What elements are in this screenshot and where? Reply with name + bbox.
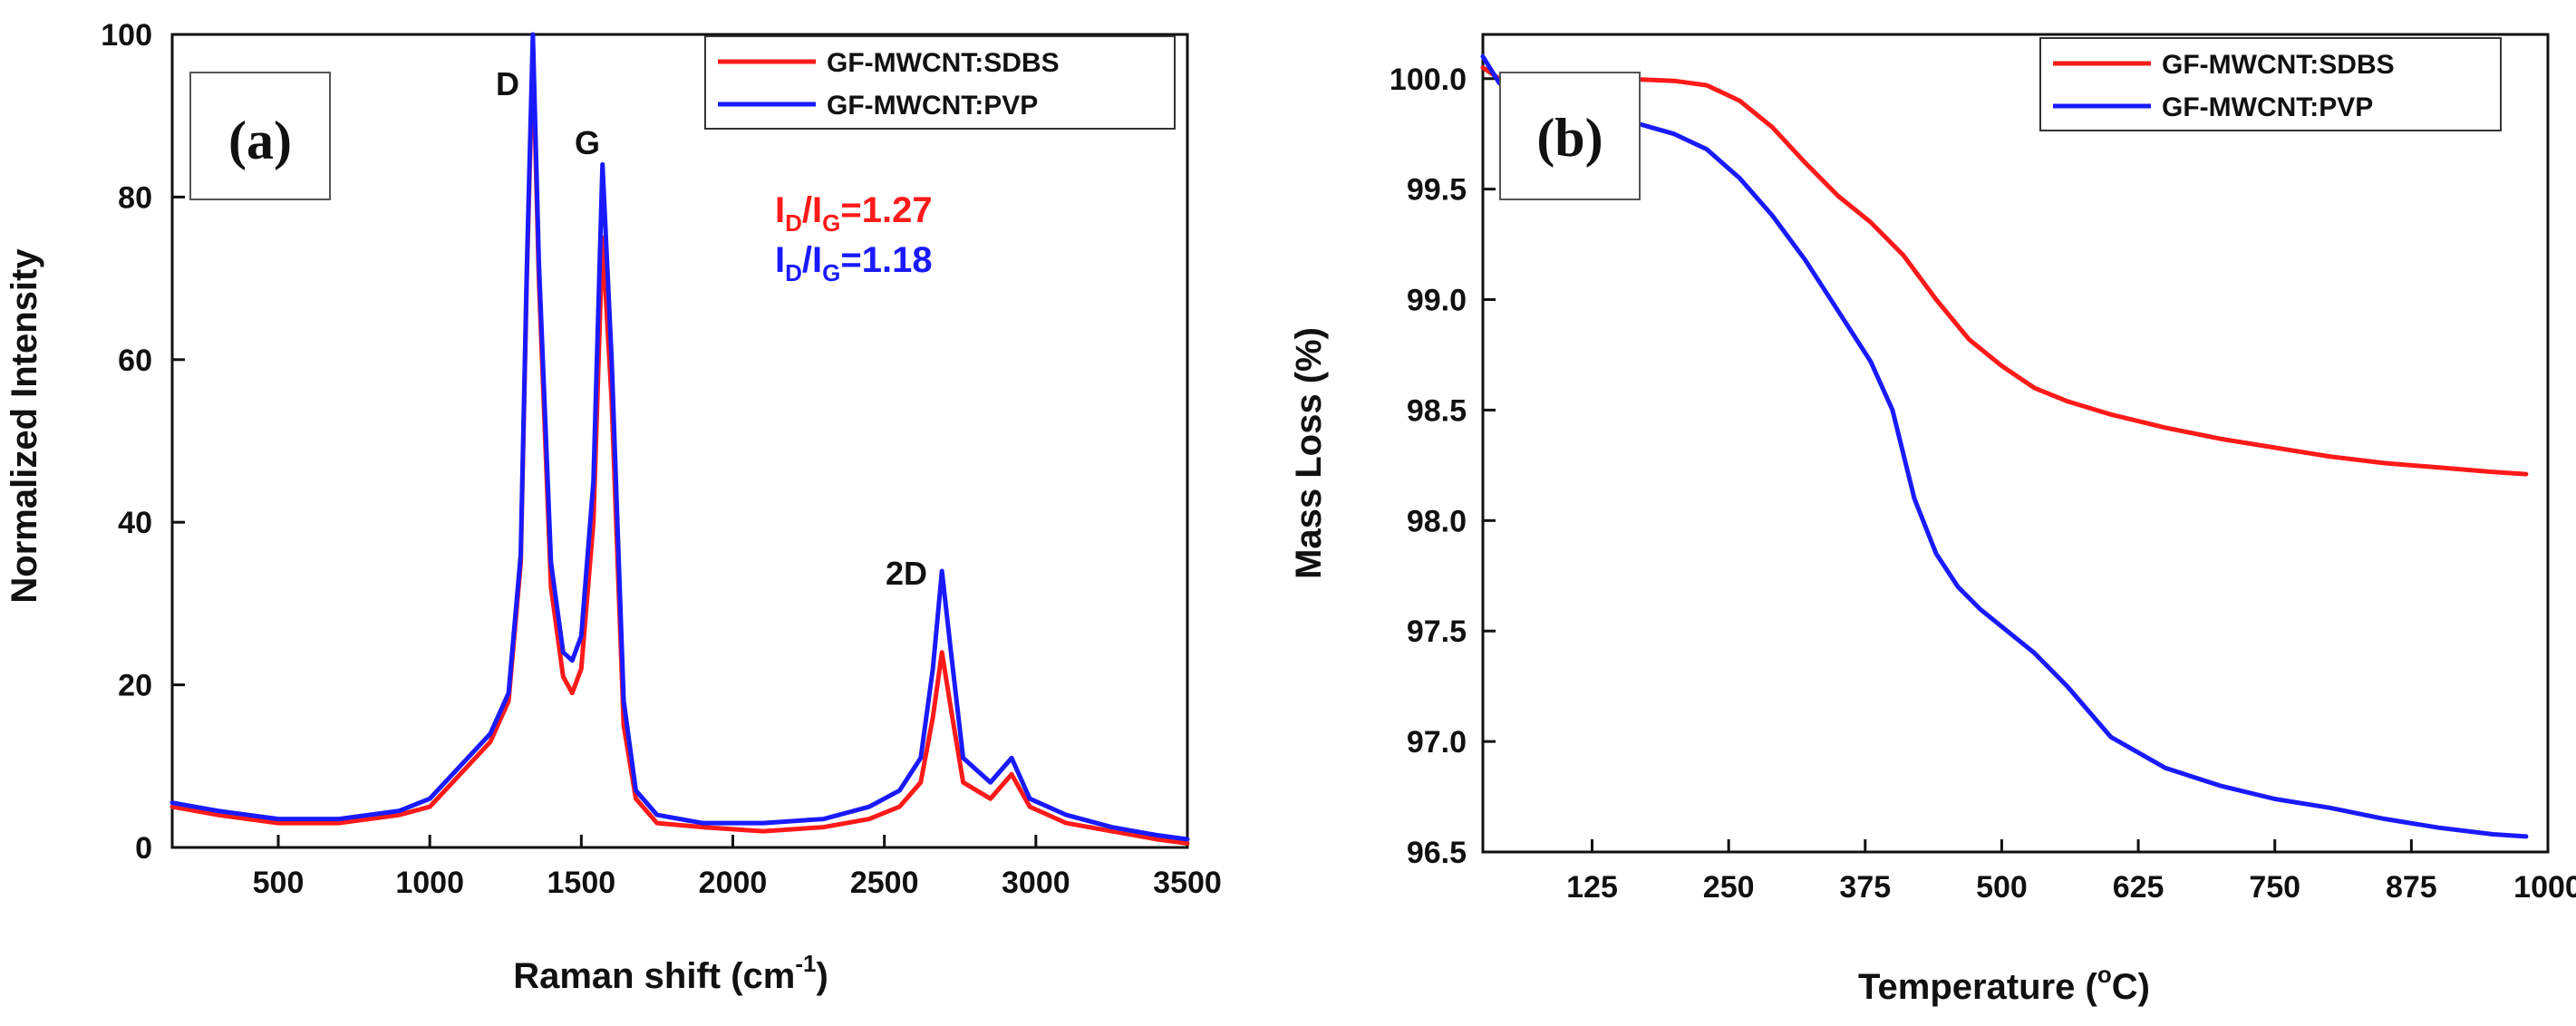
peak-label-d: D	[496, 65, 519, 102]
x-tick-label: 3000	[1002, 866, 1070, 900]
y-axis-title: Mass Loss (%)	[1289, 327, 1329, 579]
y-tick-label: 98.5	[1407, 393, 1467, 428]
ratio-sdbs-value: =1.27	[840, 190, 932, 230]
y-tick-label: 97.5	[1407, 615, 1467, 649]
ratio-sdbs-sub-d: D	[785, 209, 802, 237]
ratio-pvp-i: I	[775, 240, 785, 280]
y-tick-label: 97.0	[1407, 725, 1467, 760]
legend-label-pvp: GF-MWCNT:PVP	[827, 91, 1038, 121]
tga-chart-svg: 125 250 375 500 625 750 875 1000 96.5 97.0 97.5 98.…	[1289, 33, 2576, 1007]
plot-frame	[1481, 33, 2550, 854]
x-tick-label: 1000	[395, 866, 464, 900]
x-axis-title-sup: o	[2097, 961, 2112, 988]
legend-label-sdbs: GF-MWCNT:SDBS	[827, 48, 1060, 78]
x-axis-title-main: Temperature (	[1858, 967, 2097, 1007]
x-tick-label: 625	[2113, 870, 2164, 905]
x-tick-label: 875	[2386, 870, 2437, 905]
x-axis-title: Temperature (oC)	[1858, 961, 2150, 1007]
y-tick-label: 99.0	[1407, 284, 1467, 318]
y-tick-label: 100.0	[1390, 63, 1467, 97]
legend: GF-MWCNT:SDBS GF-MWCNT:PVP	[2039, 37, 2502, 131]
y-tick-label: 100	[101, 18, 152, 53]
raman-spectrum-chart: 500 1000 1500 2000 2500 3000 3500 0 20 40 60 80 100 …	[5, 18, 1222, 996]
ratio-sdbs-i2: I	[812, 190, 822, 230]
x-tick-label: 375	[1839, 870, 1891, 905]
y-tick-label: 40	[118, 506, 152, 540]
peak-label-2d: 2D	[886, 555, 927, 592]
x-tick-label: 3500	[1153, 866, 1222, 900]
ratio-sdbs-i: I	[775, 190, 785, 230]
y-tick-label: 20	[118, 669, 152, 703]
x-tick-label: 500	[1976, 870, 2028, 905]
x-tick-label: 125	[1566, 870, 1618, 905]
x-axis-title-main: Raman shift (cm	[513, 956, 795, 996]
series-line-pvp	[1480, 53, 2529, 839]
x-axis-title-sup: -1	[795, 950, 816, 977]
x-tick-label: 2500	[850, 866, 919, 900]
legend-label-pvp: GF-MWCNT:PVP	[2162, 92, 2373, 122]
ratio-sdbs: ID/IG=1.27	[775, 190, 933, 237]
panel-label: (b)	[1536, 108, 1603, 168]
legend-box	[704, 35, 1176, 130]
ratio-pvp-i2: I	[812, 240, 822, 280]
plot-frame	[170, 33, 1189, 849]
y-tick-label: 99.5	[1407, 173, 1467, 208]
x-tick-label: 250	[1703, 870, 1755, 905]
y-tick-label: 98.0	[1407, 504, 1467, 538]
panel-label: (a)	[228, 111, 292, 170]
y-axis-title: Normalized Intensity	[5, 248, 44, 604]
ratio-sdbs-slash: /	[802, 190, 812, 230]
x-axis-title-end: )	[816, 956, 828, 996]
y-tick-label: 60	[118, 344, 152, 378]
panel-label-box	[1499, 72, 1641, 200]
plot-area	[170, 33, 1189, 849]
plot-area	[1481, 33, 2550, 854]
tga-chart: 125 250 375 500 625 750 875 1000 96.5 97.0 97.5 98.…	[1288, 0, 2576, 1026]
panel-label-box	[189, 72, 331, 200]
ratio-pvp-slash: /	[802, 240, 812, 280]
ratio-pvp: ID/IG=1.18	[775, 240, 933, 286]
ratio-pvp-value: =1.18	[840, 240, 932, 280]
x-tick-label: 1000	[2513, 870, 2576, 905]
x-tick-label: 750	[2249, 870, 2300, 905]
ratio-pvp-sub-g: G	[822, 259, 840, 286]
axis-ticks: 500 1000 1500 2000 2500 3000 3500 0 20 40 60 80 100	[101, 18, 1222, 900]
legend: GF-MWCNT:SDBS GF-MWCNT:PVP	[704, 35, 1176, 130]
raman-chart-svg: 500 1000 1500 2000 2500 3000 3500020406080100 …	[5, 18, 1222, 996]
y-tick-label: 0	[135, 831, 152, 866]
legend-label-sdbs: GF-MWCNT:SDBS	[2162, 50, 2395, 80]
ratio-sdbs-sub-g: G	[822, 209, 840, 237]
ratio-pvp-sub-d: D	[785, 259, 802, 286]
x-tick-label: 1500	[547, 866, 616, 900]
x-axis-title: Raman shift (cm-1)	[513, 950, 828, 996]
axis-ticks: 125 250 375 500 625 750 875 1000 96.5 97.0 97.5 98.…	[1390, 63, 2576, 905]
x-axis-title-end: C)	[2112, 967, 2150, 1007]
legend-box	[2039, 37, 2502, 131]
x-tick-label: 2000	[699, 866, 768, 900]
y-tick-label: 80	[118, 180, 152, 215]
y-tick-label: 96.5	[1407, 836, 1467, 870]
series-line-pvp	[169, 32, 1190, 842]
data-series	[169, 32, 1190, 846]
peak-label-g: G	[575, 124, 600, 161]
x-tick-label: 500	[253, 866, 305, 900]
